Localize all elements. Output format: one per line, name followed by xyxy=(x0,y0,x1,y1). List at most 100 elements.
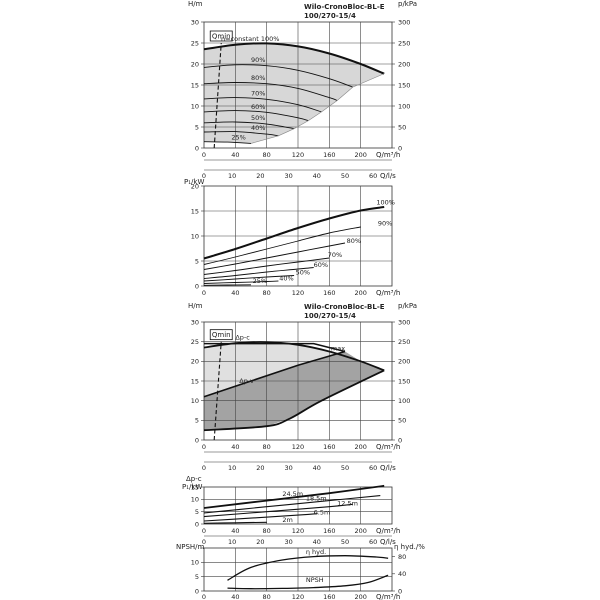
power-curve-label: 60% xyxy=(314,261,328,269)
qh-modes-ytick-label: 10 xyxy=(191,397,199,405)
qh-modes-y2tick-label: 250 xyxy=(398,338,410,346)
qh-var-curve-label: 90% xyxy=(251,56,265,64)
qh-var-curve-5 xyxy=(203,110,309,122)
npsh-xtick-label: 80 xyxy=(263,593,271,600)
qh-modes-xtick-label: 0 xyxy=(202,443,206,451)
power-curve-3 xyxy=(203,242,346,270)
dpc-power-curve-5 xyxy=(203,521,267,524)
power-curve-7 xyxy=(203,280,279,284)
qh-modes-min-curve xyxy=(203,369,385,432)
npsh-xtick-label: 40 xyxy=(231,593,239,600)
power-xtick-label: 0 xyxy=(202,289,206,297)
qh-var-curve-label: 25% xyxy=(231,133,245,141)
qh-modes-y2tick-label: 300 xyxy=(398,318,410,326)
npsh-ytick-label: 0 xyxy=(195,587,199,595)
power-curve-1 xyxy=(203,206,385,260)
qh-var-curve-label: 80% xyxy=(251,74,265,82)
npsh-npsh-curve xyxy=(227,574,389,590)
qh-modes-y2tick-label: 200 xyxy=(398,358,410,366)
qh-modes-ytick-label: 5 xyxy=(195,417,199,425)
qh-modes-xtick-ls-label: 0 xyxy=(202,464,206,472)
qh-var-y2tick-label: 0 xyxy=(398,144,402,152)
qh-var-y2tick-label: 50 xyxy=(398,123,406,131)
npsh-y2-label: η hyd./% xyxy=(394,543,425,551)
qh_var-qmin-label: Qmin xyxy=(212,33,231,41)
qh-modes-xtick-ls-label: 50 xyxy=(341,464,349,472)
qh-var-curve-label: 70% xyxy=(251,89,265,97)
qh-var-operating-field xyxy=(204,43,385,144)
qh-var-xtick-ls-label: 0 xyxy=(202,172,206,180)
qh-modes-xtick-ls-label: 20 xyxy=(256,464,264,472)
npsh-eff-label: η hyd. xyxy=(306,548,326,556)
qh-modes-ytick-label: 0 xyxy=(195,436,199,444)
qh-modes-y2tick-label: 150 xyxy=(398,377,410,385)
qh-var-curve-label: 60% xyxy=(251,103,265,111)
qh-modes-dpv-field xyxy=(204,351,385,431)
qh-modes-xq-label: Q/m³/h xyxy=(376,443,400,451)
qh-modes-xtick-label: 40 xyxy=(231,443,239,451)
qh-var-xtick-ls-label: 50 xyxy=(341,172,349,180)
npsh-npsh-label: NPSH xyxy=(306,576,324,584)
qh-var-y2tick-label: 200 xyxy=(398,60,410,68)
dpc-power-y-label-1: Δp-c xyxy=(186,475,202,483)
power-curve-5 xyxy=(203,267,314,279)
qh-modes-y2-label: p/kPa xyxy=(398,302,417,310)
power-ytick-label: 5 xyxy=(195,257,199,265)
dpc-power-xtick-ls-label: 50 xyxy=(341,538,349,546)
qh-var-xtick-label: 80 xyxy=(263,151,271,159)
qh-var-xtick-label: 120 xyxy=(292,151,304,159)
qh-var-y-label: H/m xyxy=(188,0,203,8)
npsh-xq-label: Q/m³/h xyxy=(376,593,400,600)
power-xtick-label: 200 xyxy=(354,289,366,297)
qh-var-ytick-label: 20 xyxy=(191,60,199,68)
power-curve-label: 40% xyxy=(279,275,293,283)
qh_var-qmin-line xyxy=(213,42,222,149)
qh-modes-y2tick-label: 50 xyxy=(398,417,406,425)
qh-var-y2tick-label: 100 xyxy=(398,102,410,110)
dpc-power-xtick-label: 80 xyxy=(263,527,271,535)
qh-var-curve-8 xyxy=(203,141,252,144)
dpc-power-xtick-ls-label: 60 xyxy=(369,538,377,546)
qh-var-ytick-label: 10 xyxy=(191,102,199,110)
qh-var-xtick-label: 160 xyxy=(323,151,335,159)
qh-var-ytick-label: 0 xyxy=(195,144,199,152)
qh-var-curve-2 xyxy=(203,64,353,88)
dpc-power-xtick-ls-label: 30 xyxy=(284,538,292,546)
qh-modes-y2tick-label: 0 xyxy=(398,436,402,444)
qh-modes-y2tick-label: 100 xyxy=(398,397,410,405)
dpc-power-xtick-label: 200 xyxy=(354,527,366,535)
dpc-power-curve-3 xyxy=(203,503,353,518)
dpc-power-xtick-label: 0 xyxy=(202,527,206,535)
dpc-power-xl-label: Q/l/s xyxy=(380,538,396,546)
qh-modes-xtick-label: 200 xyxy=(354,443,366,451)
npsh-y2tick-label: 40 xyxy=(398,570,406,578)
qh-var-curve-1 xyxy=(203,42,385,75)
qh-var-ytick-label: 5 xyxy=(195,123,199,131)
power-ytick-label: 20 xyxy=(191,182,199,190)
qh-var-xq-label: Q/m³/h xyxy=(376,151,400,159)
dpc-power-curve-label: 12.5m xyxy=(337,499,358,507)
qh_modes-qmin-line xyxy=(213,341,222,441)
qh_var-qmin-box xyxy=(209,30,233,42)
qh-modes-y-label: H/m xyxy=(188,302,203,310)
npsh-efficiency-curve xyxy=(227,555,389,581)
qh-var-curve-4 xyxy=(203,97,322,113)
qh-modes-xtick-ls-label: 60 xyxy=(369,464,377,472)
qh-var-curve-6 xyxy=(203,121,295,130)
power-curve-label: 25% xyxy=(253,277,267,285)
qh-modes-ytick-label: 25 xyxy=(191,338,199,346)
power-xtick-label: 40 xyxy=(231,289,239,297)
npsh-y2tick-label: 0 xyxy=(398,587,402,595)
qh-var-curve-label: n=constant 100% xyxy=(221,35,279,43)
qh-var-xtick-label: 40 xyxy=(231,151,239,159)
npsh-y-label: NPSH/m xyxy=(176,543,205,551)
qh-var-title-line1: Wilo-CronoBloc-BL-E xyxy=(304,3,385,11)
qh-var-title-line2: 100/270-15/4 xyxy=(304,12,356,20)
power-xtick-label: 120 xyxy=(292,289,304,297)
dpc-power-xtick-ls-label: 20 xyxy=(256,538,264,546)
dpc-power-xtick-ls-label: 40 xyxy=(313,538,321,546)
qh-modes-title-line2: 100/270-15/4 xyxy=(304,312,356,320)
qh-modes-xtick-label: 120 xyxy=(292,443,304,451)
dpc-power-xtick-label: 160 xyxy=(323,527,335,535)
power-xtick-label: 160 xyxy=(323,289,335,297)
